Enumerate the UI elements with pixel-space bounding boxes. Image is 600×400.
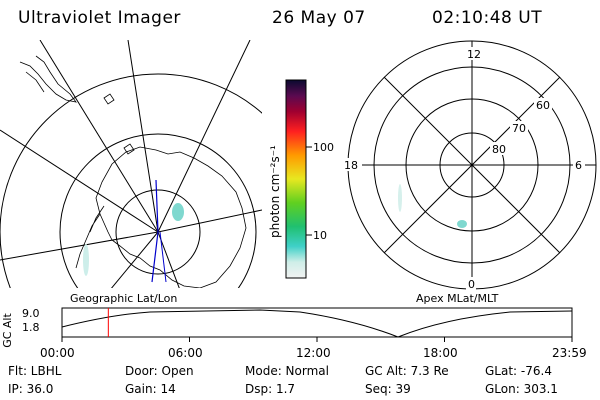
- altitude-xtick: 18:00: [423, 346, 458, 360]
- status-field: Door: Open: [125, 364, 194, 378]
- antarctica-coastline: [95, 146, 247, 288]
- colorbar-tick-label: 100: [313, 141, 334, 154]
- geographic-panel-label: Geographic Lat/Lon: [70, 292, 178, 305]
- colorbar-gradient: [285, 79, 307, 279]
- mlt-axis: [383, 76, 561, 254]
- colorbar-label: photon cm⁻²s⁻¹: [268, 145, 282, 238]
- status-field: Dsp: 1.7: [245, 382, 296, 396]
- altitude-xtick: 23:59: [552, 346, 587, 360]
- island-coastline: [103, 93, 115, 105]
- satellite-track: [151, 179, 159, 283]
- meridian-line: [0, 129, 159, 233]
- mlt-label-12: 12: [467, 48, 481, 61]
- latitude-circle: [59, 133, 257, 288]
- meridian-line: [157, 209, 262, 233]
- latitude-circle: [115, 189, 201, 275]
- status-field: GLat: -76.4: [485, 364, 552, 378]
- meridian-line: [157, 231, 180, 288]
- altitude-xtick: 00:00: [40, 346, 75, 360]
- peninsula-coastline: [75, 205, 105, 269]
- satellite-track: [159, 231, 167, 283]
- status-field: Mode: Normal: [245, 364, 329, 378]
- colorbar-tick-label: 10: [313, 229, 327, 242]
- status-field: GC Alt: 7.3 Re: [365, 364, 449, 378]
- latitude-circle: [0, 73, 262, 288]
- mlat-label-80: 80: [492, 143, 506, 156]
- mlat-label-60: 60: [536, 99, 550, 112]
- meridian-line: [0, 231, 159, 261]
- status-field: GLon: 303.1: [485, 382, 558, 396]
- status-field: IP: 36.0: [8, 382, 54, 396]
- status-field: Flt: LBHL: [8, 364, 62, 378]
- instrument-title: Ultraviolet Imager: [18, 8, 181, 28]
- aurora-emission: [398, 184, 402, 212]
- aurora-emission: [457, 220, 467, 228]
- aurora-emission: [83, 244, 89, 276]
- mlt-label-18: 18: [344, 159, 358, 172]
- meridian-line: [111, 231, 159, 288]
- meridian-line: [127, 40, 159, 233]
- mlat-label-70: 70: [512, 122, 526, 135]
- meridian-line: [39, 40, 159, 233]
- meridian-line: [157, 40, 251, 233]
- island-coastline: [123, 143, 135, 155]
- altitude-xtick: 06:00: [168, 346, 203, 360]
- altitude-xtick: 12:00: [296, 346, 331, 360]
- altitude-curve: [61, 309, 573, 338]
- date-label: 26 May 07: [272, 8, 366, 28]
- status-field: Seq: 39: [365, 382, 411, 396]
- south-america-coastline: [19, 55, 77, 103]
- apex-panel-label: Apex MLat/MLT: [416, 292, 499, 305]
- altitude-ytick: 9.0: [22, 307, 40, 320]
- aurora-emission: [172, 203, 184, 221]
- mlt-label-6: 6: [575, 159, 582, 172]
- altitude-plot-frame: [61, 307, 573, 338]
- status-field: Gain: 14: [125, 382, 176, 396]
- altitude-ytick: 1.8: [22, 321, 40, 334]
- time-label: 02:10:48 UT: [432, 8, 543, 28]
- mlt-label-0: 0: [468, 278, 475, 291]
